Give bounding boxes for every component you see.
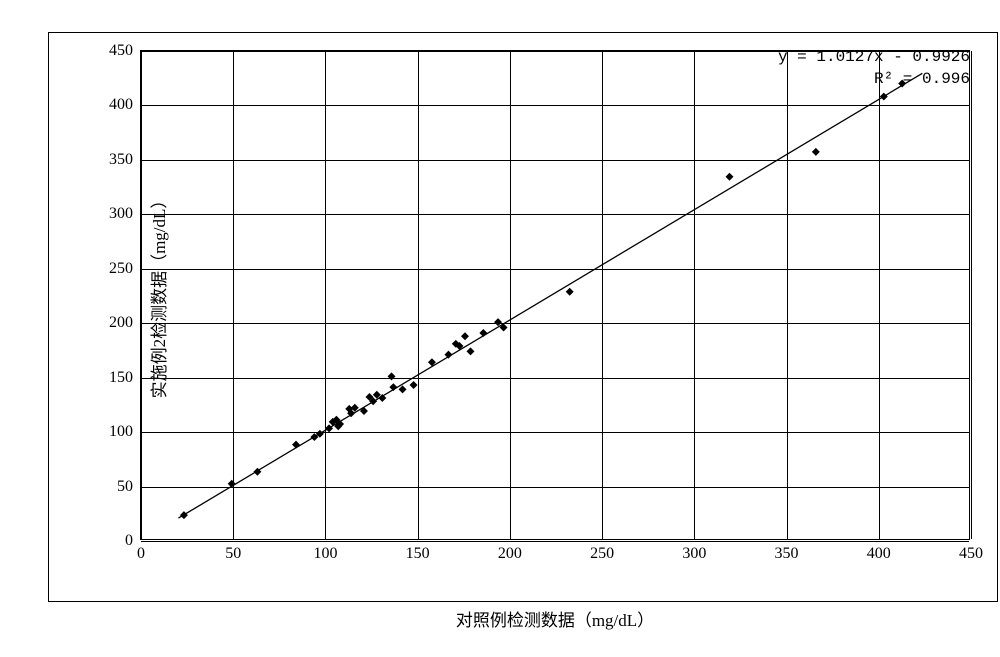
plot-area: 0501001502002503003504004500501001502002… [140, 50, 970, 540]
data-point [467, 347, 475, 355]
y-tick-label: 150 [109, 369, 133, 387]
data-point [389, 383, 397, 391]
x-tick-label: 0 [137, 545, 145, 563]
gridline-vertical [971, 51, 972, 539]
y-tick-label: 0 [125, 532, 133, 550]
data-point [444, 351, 452, 359]
data-point [479, 329, 487, 337]
y-axis-label: 实施例2检测数据（mg/dL） [145, 192, 170, 399]
data-point [726, 173, 734, 181]
x-tick-label: 300 [682, 545, 706, 563]
y-tick-label: 50 [117, 478, 133, 496]
data-point [461, 332, 469, 340]
gridline-vertical [510, 51, 511, 539]
gridline-horizontal [141, 323, 969, 324]
x-tick-label: 200 [498, 545, 522, 563]
chart-svg [141, 51, 969, 539]
gridline-vertical [602, 51, 603, 539]
gridline-horizontal [141, 269, 969, 270]
data-point [399, 385, 407, 393]
x-tick-label: 100 [313, 545, 337, 563]
data-point [566, 288, 574, 296]
gridline-horizontal [141, 541, 969, 542]
gridline-vertical [141, 51, 142, 539]
data-point [880, 93, 888, 101]
data-point [812, 148, 820, 156]
data-point [180, 511, 188, 519]
gridline-vertical [325, 51, 326, 539]
gridline-horizontal [141, 378, 969, 379]
y-tick-label: 100 [109, 423, 133, 441]
x-tick-label: 400 [867, 545, 891, 563]
gridline-horizontal [141, 160, 969, 161]
gridline-vertical [694, 51, 695, 539]
x-tick-label: 250 [590, 545, 614, 563]
y-tick-label: 250 [109, 260, 133, 278]
gridline-horizontal [141, 105, 969, 106]
gridline-vertical [787, 51, 788, 539]
y-tick-label: 400 [109, 96, 133, 114]
gridline-horizontal [141, 432, 969, 433]
x-axis-label: 对照例检测数据（mg/dL） [456, 606, 654, 631]
y-tick-label: 350 [109, 151, 133, 169]
data-point [410, 381, 418, 389]
y-tick-label: 450 [109, 42, 133, 60]
data-point [388, 372, 396, 380]
r-squared-text: R² = 0.996 [874, 70, 970, 88]
gridline-vertical [418, 51, 419, 539]
gridline-vertical [233, 51, 234, 539]
x-tick-label: 350 [775, 545, 799, 563]
trendline [178, 73, 922, 518]
gridline-vertical [879, 51, 880, 539]
x-tick-label: 50 [225, 545, 241, 563]
x-tick-label: 450 [959, 545, 983, 563]
equation-text: y = 1.0127x - 0.9926 [778, 48, 970, 66]
gridline-horizontal [141, 487, 969, 488]
data-point [292, 441, 300, 449]
x-tick-label: 150 [406, 545, 430, 563]
gridline-horizontal [141, 214, 969, 215]
chart-container: 0 50 100 150 200 250 300 350 400 450 0 50 100 150 200 2… [20, 20, 1000, 637]
y-tick-label: 300 [109, 205, 133, 223]
y-tick-label: 200 [109, 314, 133, 332]
